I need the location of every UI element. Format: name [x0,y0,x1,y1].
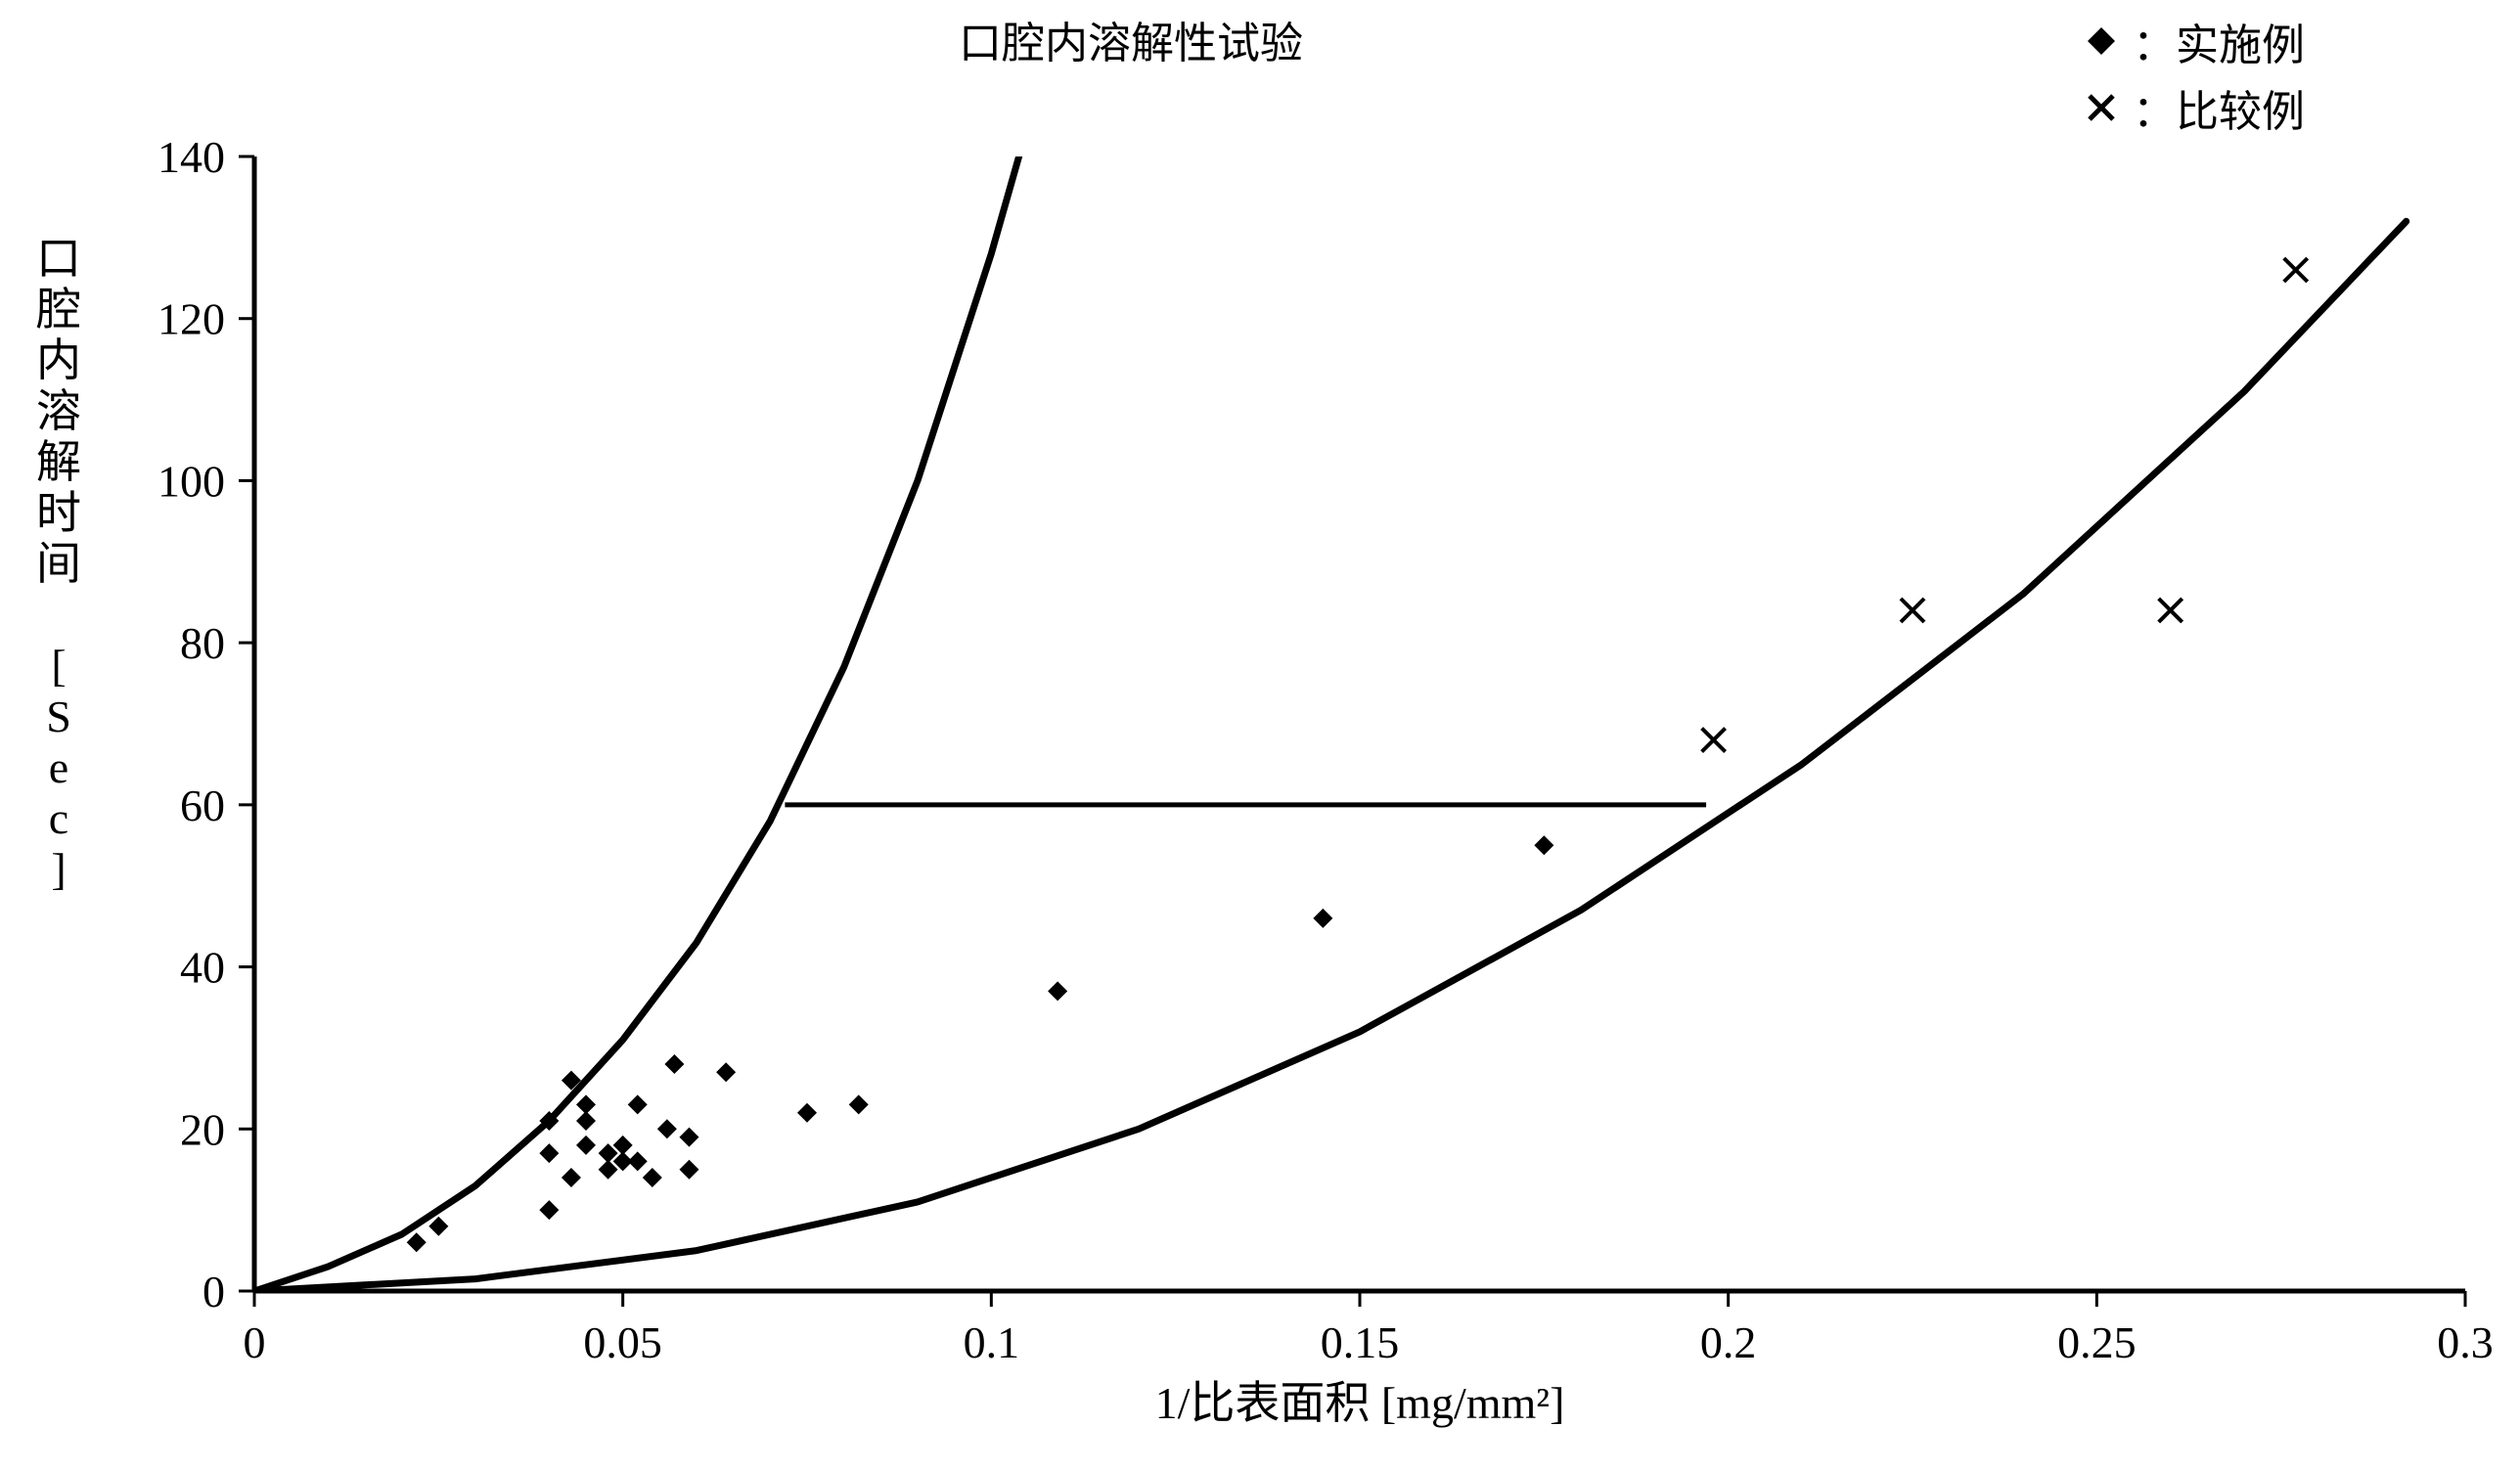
x-tick-label: 0.25 [2057,1317,2137,1367]
x-axis-label: 1/比表面积 [mg/mm²] [1155,1378,1565,1428]
point-diamond [679,1128,698,1147]
y-tick-label: 40 [180,943,225,993]
x-tick-label: 0.2 [1700,1317,1757,1367]
svg-text:内: 内 [36,335,81,385]
point-diamond [1534,835,1553,855]
legend-label-1: ：比较例 [2133,76,2305,139]
chart-title: 口腔内溶解性试验 [959,8,1303,70]
point-diamond [1048,981,1067,1001]
page-root: 口腔内溶解性试验 ：实施例 ：比较例 0 0.05 0.1 0.15 0.2 0.25 0.… [0,0,2520,1471]
legend-item-diamond: ：实施例 [2084,10,2305,72]
x-tick-label: 0.15 [1321,1317,1400,1367]
curve-upper [254,124,1028,1291]
point-diamond [539,1143,559,1163]
point-diamond [664,1054,684,1074]
y-tick-label: 100 [158,456,225,506]
x-tick-label: 0 [244,1317,266,1367]
y-tick-label: 80 [180,618,225,668]
scatter-chart: 0 0.05 0.1 0.15 0.2 0.25 0.3 0 20 40 60 80 100 120 140… [0,0,2520,1471]
point-diamond [562,1168,581,1187]
point-diamond [407,1232,427,1252]
point-diamond [576,1136,596,1155]
y-tick-label: 140 [158,132,225,182]
svg-text:]: ] [51,844,66,894]
svg-text:e: e [49,742,68,792]
point-diamond [539,1200,559,1220]
point-diamond [657,1119,677,1138]
legend-label-0: ：实施例 [2133,10,2305,72]
svg-text:S: S [46,691,71,741]
point-diamond [1313,909,1332,928]
y-tick-label: 0 [202,1267,225,1316]
legend: ：实施例 ：比较例 [2084,10,2305,143]
point-diamond [679,1160,698,1180]
point-diamond [643,1168,662,1187]
svg-text:时: 时 [36,488,81,538]
x-tick-label: 0.05 [583,1317,662,1367]
svg-text:间: 间 [36,539,81,589]
svg-text:口: 口 [36,234,81,284]
x-tick-label: 0.1 [964,1317,1020,1367]
curve-lower [254,221,2407,1291]
svg-text:[: [ [51,641,66,691]
y-tick-label: 60 [180,780,225,830]
y-tick-label: 20 [180,1104,225,1154]
point-diamond [716,1062,736,1082]
y-tick-label: 120 [158,294,225,344]
curves-group [254,124,2407,1291]
point-diamond [628,1151,648,1171]
svg-text:c: c [49,793,68,843]
legend-item-x: ：比较例 [2084,76,2305,139]
svg-text:解: 解 [36,437,81,487]
point-diamond [628,1094,648,1114]
svg-text:腔: 腔 [36,285,81,334]
diamond-icon [2084,23,2119,59]
y-axis-label: 口腔内溶解时间 [Sec] [36,234,81,894]
point-diamond [428,1217,448,1236]
point-diamond [576,1094,596,1114]
point-diamond [797,1103,817,1123]
x-tick-label: 0.3 [2437,1317,2494,1367]
x-icon [2084,90,2119,125]
svg-text:溶: 溶 [36,386,81,436]
point-diamond [849,1094,869,1114]
